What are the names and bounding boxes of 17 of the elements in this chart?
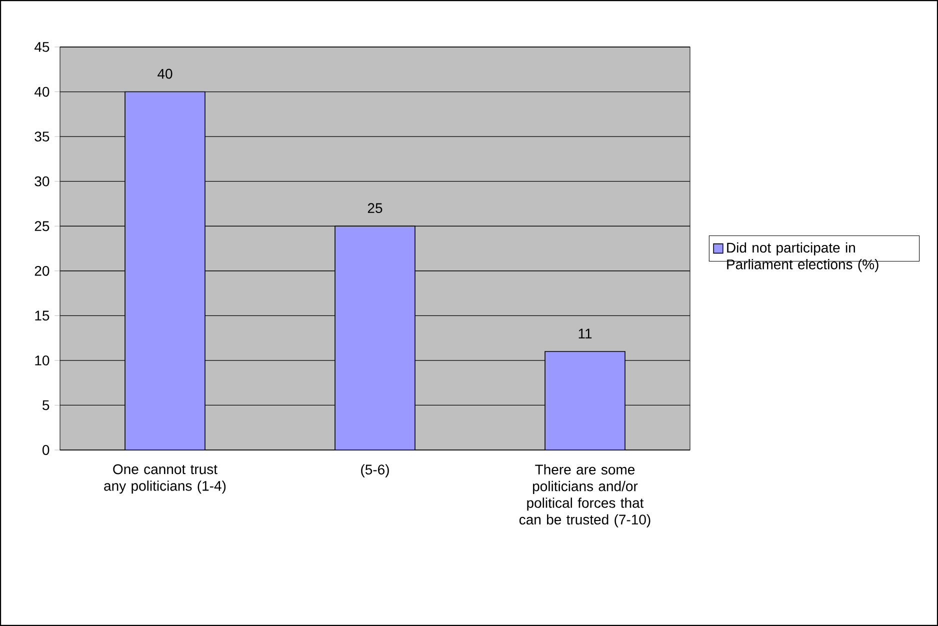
x-tick-label: (5-6) [361, 464, 389, 478]
data-label: 40 [158, 68, 172, 79]
y-tick-label: 35 [34, 132, 50, 142]
y-tick-label: 10 [35, 356, 50, 366]
data-label: 11 [578, 328, 592, 338]
y-tick-label: 45 [34, 42, 50, 52]
y-tick-label: 15 [35, 310, 50, 321]
x-tick-label: One cannot trust any politicians (1-4) [104, 464, 226, 494]
y-tick-label: 20 [34, 266, 50, 276]
x-tick-label: There are some politicians and/or political forces that can be trusted (7-10) [519, 464, 650, 528]
y-tick-label: 30 [34, 176, 50, 186]
y-tick-label: 5 [42, 400, 50, 410]
y-tick-label: 0 [42, 445, 50, 455]
legend-label: Did not participate in Parliament elections (%) [727, 242, 878, 272]
data-label: 25 [368, 203, 382, 214]
y-tick-label: 25 [34, 221, 50, 232]
y-tick-label: 40 [34, 86, 50, 97]
